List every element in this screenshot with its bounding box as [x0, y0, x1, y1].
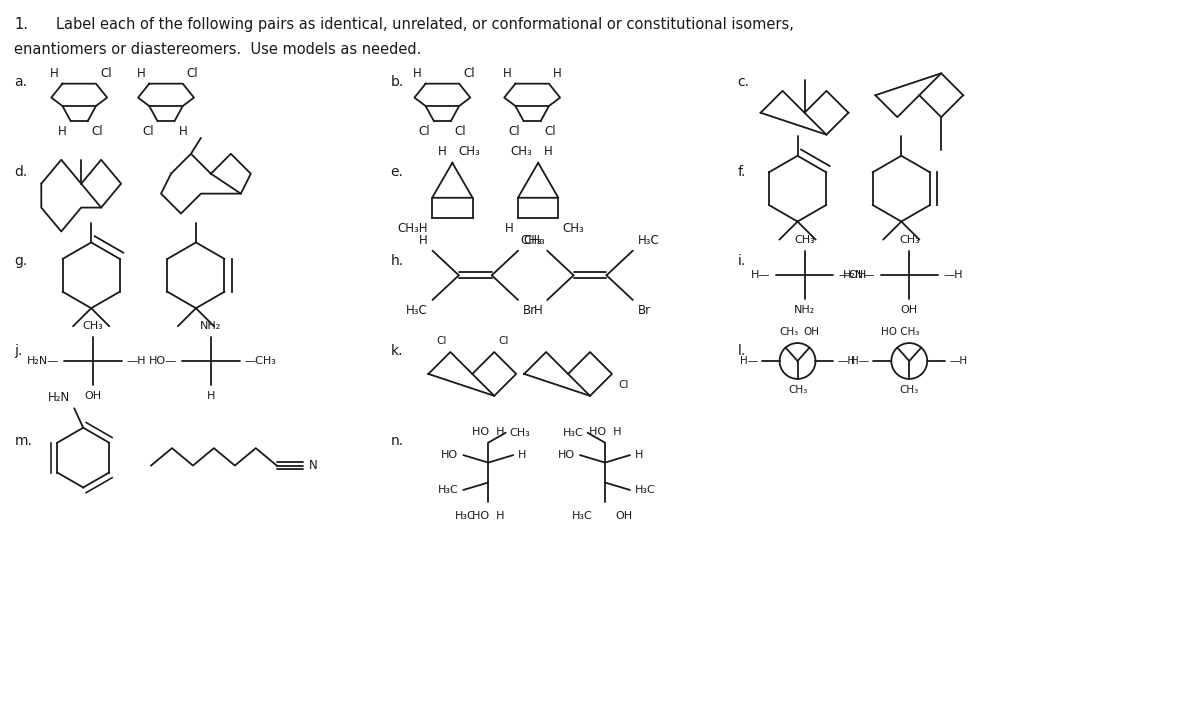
Text: H: H	[438, 145, 446, 158]
Text: CH₃: CH₃	[899, 235, 919, 245]
Text: Cl: Cl	[545, 125, 556, 138]
Text: H—: H—	[739, 356, 757, 366]
Text: CH₃: CH₃	[83, 321, 103, 331]
Text: H: H	[419, 234, 427, 247]
Text: H: H	[534, 304, 542, 317]
Text: H₃C: H₃C	[638, 234, 660, 247]
Text: Br: Br	[638, 304, 650, 317]
Text: H: H	[206, 391, 215, 401]
Text: H₃C: H₃C	[438, 485, 458, 495]
Text: H: H	[544, 145, 553, 158]
Text: d.: d.	[14, 165, 28, 179]
Text: Cl: Cl	[455, 125, 467, 138]
Text: H₂N—: H₂N—	[28, 356, 60, 366]
Text: e.: e.	[390, 165, 403, 179]
Text: Cl: Cl	[100, 67, 112, 80]
Text: CH₃: CH₃	[521, 234, 542, 247]
Text: NH₂: NH₂	[200, 321, 222, 331]
Text: N: N	[308, 459, 318, 472]
Text: enantiomers or diastereomers.  Use models as needed.: enantiomers or diastereomers. Use models…	[14, 42, 421, 57]
Text: h.: h.	[390, 255, 403, 268]
Text: CH₃: CH₃	[458, 145, 480, 158]
Text: H₃C: H₃C	[563, 428, 583, 438]
Text: Cl: Cl	[187, 67, 198, 80]
Text: CH₃: CH₃	[788, 385, 808, 395]
Text: HO  H: HO H	[589, 426, 622, 436]
Text: CH₃: CH₃	[510, 145, 532, 158]
Text: H₂N—: H₂N—	[844, 270, 876, 280]
Text: H: H	[137, 67, 145, 80]
Text: HO CH₃: HO CH₃	[881, 327, 919, 337]
Text: —H: —H	[943, 270, 962, 280]
Text: HO  H: HO H	[472, 511, 504, 521]
Text: HO: HO	[442, 450, 458, 460]
Text: H: H	[518, 450, 527, 460]
Text: g.: g.	[14, 255, 28, 268]
Text: HO  H: HO H	[472, 426, 504, 436]
Text: OH: OH	[804, 327, 820, 337]
Text: H—: H—	[851, 356, 869, 366]
Text: NH₂: NH₂	[794, 305, 815, 315]
Text: k.: k.	[390, 344, 403, 358]
Text: H: H	[49, 67, 59, 80]
Text: b.: b.	[390, 75, 403, 89]
Text: H: H	[505, 222, 514, 235]
Text: H: H	[635, 450, 643, 460]
Text: a.: a.	[14, 75, 28, 89]
Text: Cl: Cl	[419, 125, 430, 138]
Text: Cl: Cl	[618, 380, 629, 390]
Text: H—: H—	[751, 270, 770, 280]
Text: CH₃: CH₃	[563, 222, 584, 235]
Text: H: H	[179, 125, 187, 138]
Text: H₃C: H₃C	[455, 511, 475, 521]
Text: —OH: —OH	[839, 270, 866, 280]
Text: H: H	[58, 125, 67, 138]
Text: CH₃: CH₃	[779, 327, 798, 337]
Text: 1.: 1.	[14, 17, 29, 32]
Text: Cl: Cl	[436, 336, 446, 346]
Text: OH: OH	[901, 305, 918, 315]
Text: —H: —H	[127, 356, 146, 366]
Text: Cl: Cl	[91, 125, 103, 138]
Text: i.: i.	[738, 255, 746, 268]
Text: HO: HO	[558, 450, 575, 460]
Text: f.: f.	[738, 165, 746, 179]
Text: CH₃: CH₃	[510, 428, 530, 438]
Text: H₂N: H₂N	[48, 391, 71, 404]
Text: —CH₃: —CH₃	[245, 356, 276, 366]
Text: H: H	[553, 67, 562, 80]
Text: H₃C: H₃C	[406, 304, 427, 317]
Text: —H: —H	[838, 356, 856, 366]
Text: n.: n.	[390, 434, 403, 448]
Text: Label each of the following pairs as identical, unrelated, or conformational or : Label each of the following pairs as ide…	[56, 17, 794, 32]
Text: HO—: HO—	[149, 356, 178, 366]
Text: —H: —H	[949, 356, 967, 366]
Text: Cl: Cl	[498, 336, 509, 346]
Text: CH₃: CH₃	[900, 385, 919, 395]
Text: OH: OH	[614, 511, 632, 521]
Text: Cl: Cl	[142, 125, 154, 138]
Text: H: H	[413, 67, 421, 80]
Text: H₃C: H₃C	[635, 485, 655, 495]
Text: CH₃: CH₃	[523, 234, 545, 247]
Text: l.: l.	[738, 344, 746, 358]
Text: j.: j.	[14, 344, 23, 358]
Text: H₃C: H₃C	[571, 511, 593, 521]
Text: OH: OH	[85, 391, 102, 401]
Text: c.: c.	[738, 75, 750, 89]
Text: m.: m.	[14, 434, 32, 448]
Text: CH₃: CH₃	[794, 235, 815, 245]
Text: Br: Br	[523, 304, 536, 317]
Text: H: H	[503, 67, 511, 80]
Text: Cl: Cl	[463, 67, 475, 80]
Text: Cl: Cl	[508, 125, 520, 138]
Text: CH₃H: CH₃H	[397, 222, 428, 235]
